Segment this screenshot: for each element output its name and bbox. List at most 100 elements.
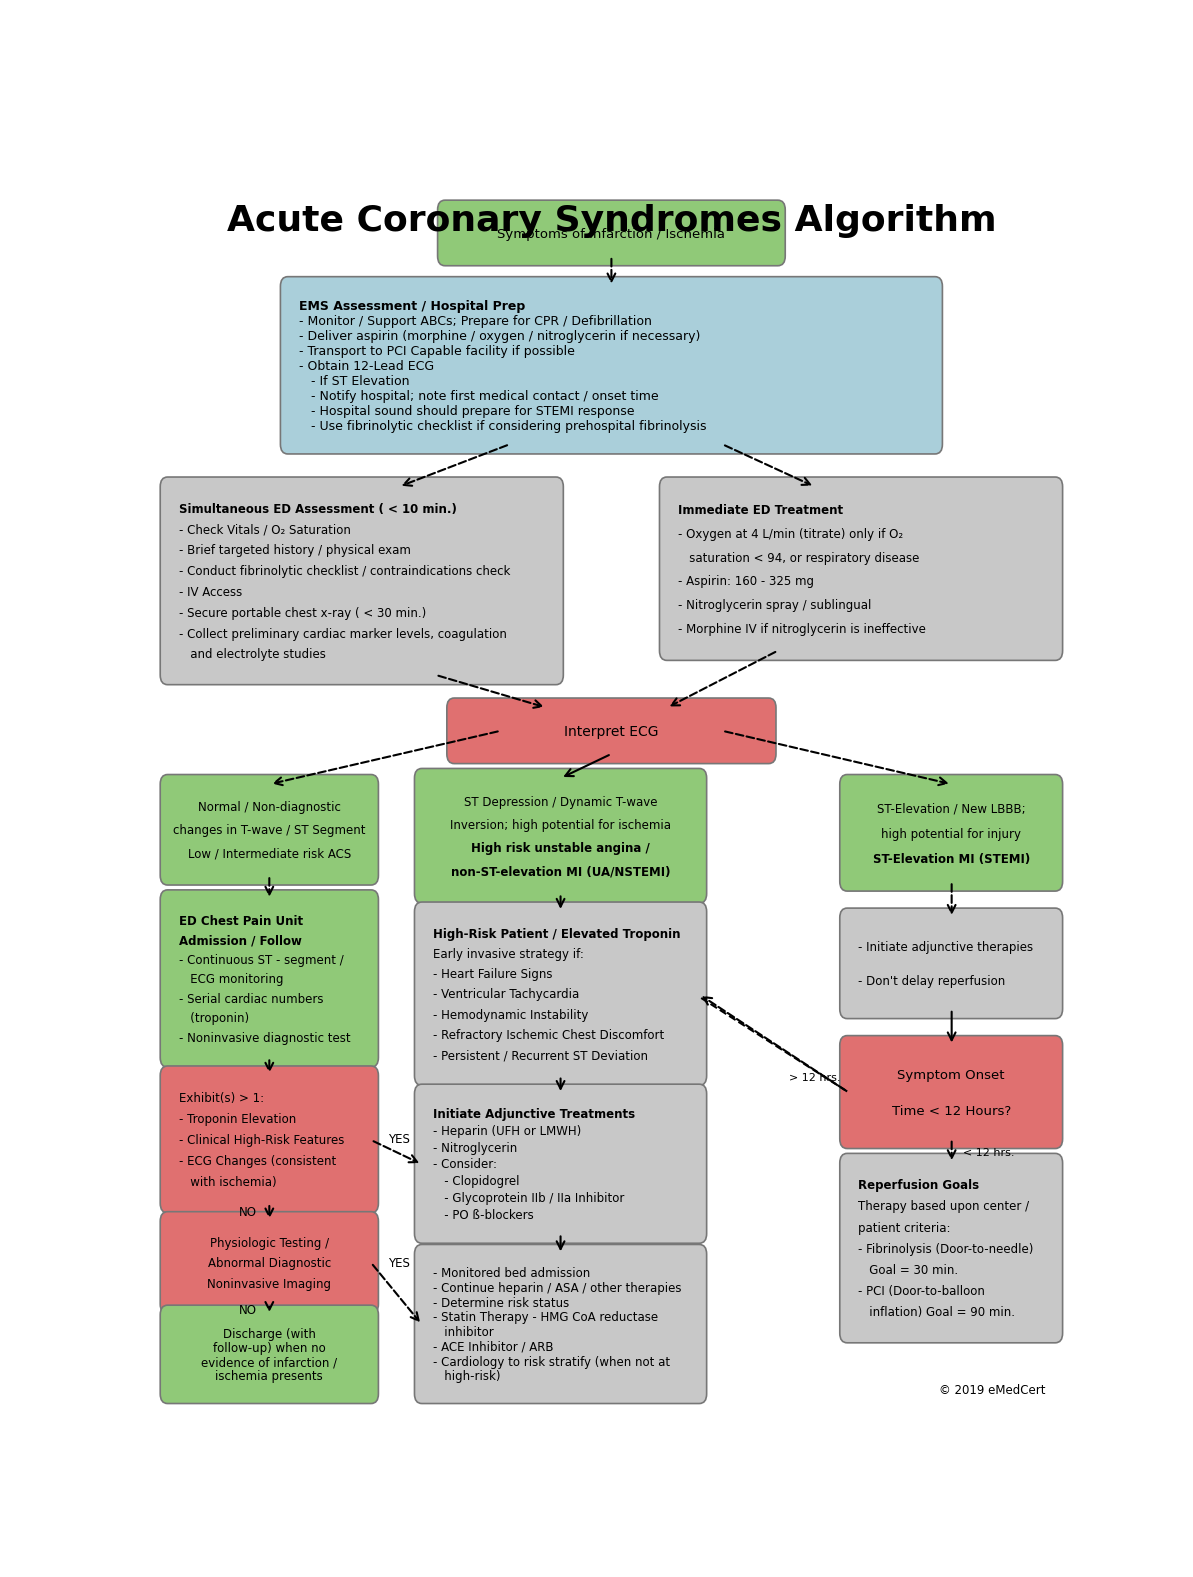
Text: ECG monitoring: ECG monitoring	[179, 973, 283, 986]
Text: Symptoms of Infarction / Ischemia: Symptoms of Infarction / Ischemia	[497, 227, 725, 241]
Text: - Ventricular Tachycardia: - Ventricular Tachycardia	[433, 989, 580, 1001]
Text: Discharge (with: Discharge (with	[223, 1328, 316, 1340]
Text: Abnormal Diagnostic: Abnormal Diagnostic	[208, 1257, 330, 1271]
FancyBboxPatch shape	[414, 902, 706, 1085]
Text: - Transport to PCI Capable facility if possible: - Transport to PCI Capable facility if p…	[299, 345, 575, 358]
Text: - Conduct fibrinolytic checklist / contraindications check: - Conduct fibrinolytic checklist / contr…	[179, 565, 511, 579]
Text: - ECG Changes (consistent: - ECG Changes (consistent	[179, 1156, 336, 1169]
Text: - Brief targeted history / physical exam: - Brief targeted history / physical exam	[179, 544, 410, 557]
Text: (troponin): (troponin)	[179, 1012, 249, 1025]
Text: NO: NO	[240, 1206, 258, 1219]
Text: - Monitored bed admission: - Monitored bed admission	[433, 1268, 591, 1281]
Text: - Aspirin: 160 - 325 mg: - Aspirin: 160 - 325 mg	[678, 576, 814, 588]
Text: - Nitroglycerin spray / sublingual: - Nitroglycerin spray / sublingual	[678, 599, 871, 612]
Text: - Initiate adjunctive therapies: - Initiate adjunctive therapies	[858, 941, 1033, 954]
Text: - PCI (Door-to-balloon: - PCI (Door-to-balloon	[858, 1285, 985, 1298]
Text: Goal = 30 min.: Goal = 30 min.	[858, 1265, 958, 1277]
Text: Time < 12 Hours?: Time < 12 Hours?	[891, 1105, 1010, 1118]
Text: - Obtain 12-Lead ECG: - Obtain 12-Lead ECG	[299, 360, 434, 374]
Text: inflation) Goal = 90 min.: inflation) Goal = 90 min.	[858, 1306, 1015, 1320]
FancyBboxPatch shape	[447, 699, 775, 763]
FancyBboxPatch shape	[660, 476, 1063, 661]
Text: Low / Intermediate risk ACS: Low / Intermediate risk ACS	[187, 847, 351, 861]
Text: - Noninvasive diagnostic test: - Noninvasive diagnostic test	[179, 1031, 351, 1044]
Text: © 2019 eMedCert: © 2019 eMedCert	[939, 1385, 1046, 1397]
Text: - Don't delay reperfusion: - Don't delay reperfusion	[858, 975, 1006, 989]
Text: - ACE Inhibitor / ARB: - ACE Inhibitor / ARB	[433, 1340, 554, 1353]
FancyBboxPatch shape	[280, 276, 942, 454]
Text: - Hospital sound should prepare for STEMI response: - Hospital sound should prepare for STEM…	[299, 405, 635, 418]
FancyBboxPatch shape	[414, 768, 706, 904]
Text: - Deliver aspirin (morphine / oxygen / nitroglycerin if necessary): - Deliver aspirin (morphine / oxygen / n…	[299, 330, 700, 342]
Text: Interpret ECG: Interpret ECG	[564, 725, 659, 740]
Text: Normal / Non-diagnostic: Normal / Non-diagnostic	[198, 801, 341, 814]
Text: - Clinical High-Risk Features: - Clinical High-Risk Features	[179, 1134, 344, 1146]
Text: NO: NO	[240, 1304, 258, 1317]
FancyBboxPatch shape	[840, 908, 1063, 1019]
Text: - Statin Therapy - HMG CoA reductase: - Statin Therapy - HMG CoA reductase	[433, 1312, 659, 1325]
Text: < 12 hrs.: < 12 hrs.	[963, 1148, 1014, 1159]
Text: Simultaneous ED Assessment ( < 10 min.): Simultaneous ED Assessment ( < 10 min.)	[179, 503, 457, 516]
Text: Exhibit(s) > 1:: Exhibit(s) > 1:	[179, 1091, 264, 1105]
Text: Physiologic Testing /: Physiologic Testing /	[210, 1236, 329, 1251]
Text: - Nitroglycerin: - Nitroglycerin	[433, 1142, 518, 1154]
Text: Symptom Onset: Symptom Onset	[897, 1069, 1005, 1082]
Text: Admission / Follow: Admission / Follow	[179, 935, 302, 948]
Text: - If ST Elevation: - If ST Elevation	[299, 375, 409, 388]
FancyBboxPatch shape	[840, 774, 1063, 891]
Text: - Secure portable chest x-ray ( < 30 min.): - Secure portable chest x-ray ( < 30 min…	[179, 607, 426, 620]
FancyBboxPatch shape	[840, 1153, 1063, 1344]
Text: high-risk): high-risk)	[433, 1370, 501, 1383]
Text: Early invasive strategy if:: Early invasive strategy if:	[433, 948, 583, 960]
Text: - Refractory Ischemic Chest Discomfort: - Refractory Ischemic Chest Discomfort	[433, 1030, 665, 1042]
FancyBboxPatch shape	[160, 1066, 378, 1213]
FancyBboxPatch shape	[414, 1083, 706, 1243]
Text: - Notify hospital; note first medical contact / onset time: - Notify hospital; note first medical co…	[299, 390, 659, 404]
Text: Reperfusion Goals: Reperfusion Goals	[858, 1180, 979, 1192]
FancyBboxPatch shape	[414, 1244, 706, 1404]
Text: Initiate Adjunctive Treatments: Initiate Adjunctive Treatments	[433, 1109, 635, 1121]
Text: - Cardiology to risk stratify (when not at: - Cardiology to risk stratify (when not …	[433, 1356, 670, 1369]
FancyBboxPatch shape	[160, 774, 378, 885]
FancyBboxPatch shape	[160, 889, 378, 1068]
Text: ST-Elevation MI (STEMI): ST-Elevation MI (STEMI)	[872, 853, 1030, 866]
Text: and electrolyte studies: and electrolyte studies	[179, 648, 326, 661]
Text: ST-Elevation / New LBBB;: ST-Elevation / New LBBB;	[877, 803, 1026, 815]
Text: changes in T-wave / ST Segment: changes in T-wave / ST Segment	[173, 825, 365, 837]
Text: > 12 hrs.: > 12 hrs.	[789, 1072, 841, 1083]
Text: - Fibrinolysis (Door-to-needle): - Fibrinolysis (Door-to-needle)	[858, 1243, 1033, 1255]
Text: Inversion; high potential for ischemia: Inversion; high potential for ischemia	[450, 818, 670, 833]
Text: High-Risk Patient / Elevated Troponin: High-Risk Patient / Elevated Troponin	[433, 927, 680, 940]
Text: YES: YES	[388, 1134, 409, 1146]
Text: follow-up) when no: follow-up) when no	[212, 1342, 326, 1355]
Text: inhibitor: inhibitor	[433, 1326, 494, 1339]
Text: - Determine risk status: - Determine risk status	[433, 1296, 569, 1309]
Text: - Oxygen at 4 L/min (titrate) only if O₂: - Oxygen at 4 L/min (titrate) only if O₂	[678, 528, 903, 541]
Text: Acute Coronary Syndromes Algorithm: Acute Coronary Syndromes Algorithm	[227, 203, 996, 238]
Text: - Consider:: - Consider:	[433, 1159, 497, 1172]
Text: - Persistent / Recurrent ST Deviation: - Persistent / Recurrent ST Deviation	[433, 1049, 648, 1063]
Text: - Morphine IV if nitroglycerin is ineffective: - Morphine IV if nitroglycerin is ineffe…	[678, 623, 926, 636]
Text: - Clopidogrel: - Clopidogrel	[433, 1175, 519, 1187]
FancyBboxPatch shape	[160, 476, 563, 684]
Text: - Continuous ST - segment /: - Continuous ST - segment /	[179, 954, 344, 967]
Text: high potential for injury: high potential for injury	[882, 828, 1021, 841]
Text: - Troponin Elevation: - Troponin Elevation	[179, 1113, 296, 1126]
Text: - Serial cardiac numbers: - Serial cardiac numbers	[179, 992, 323, 1006]
Text: Immediate ED Treatment: Immediate ED Treatment	[678, 505, 843, 517]
Text: - Check Vitals / O₂ Saturation: - Check Vitals / O₂ Saturation	[179, 524, 351, 536]
FancyBboxPatch shape	[160, 1306, 378, 1404]
Text: - Monitor / Support ABCs; Prepare for CPR / Defibrillation: - Monitor / Support ABCs; Prepare for CP…	[299, 315, 651, 328]
FancyBboxPatch shape	[438, 200, 785, 267]
Text: YES: YES	[388, 1257, 409, 1269]
Text: - Glycoprotein IIb / IIa Inhibitor: - Glycoprotein IIb / IIa Inhibitor	[433, 1192, 624, 1205]
Text: Therapy based upon center /: Therapy based upon center /	[858, 1200, 1030, 1213]
Text: ED Chest Pain Unit: ED Chest Pain Unit	[179, 915, 303, 927]
Text: non-ST-elevation MI (UA/NSTEMI): non-ST-elevation MI (UA/NSTEMI)	[451, 866, 670, 878]
Text: - Heparin (UFH or LMWH): - Heparin (UFH or LMWH)	[433, 1124, 581, 1137]
Text: - Use fibrinolytic checklist if considering prehospital fibrinolysis: - Use fibrinolytic checklist if consider…	[299, 421, 706, 434]
Text: - PO ß-blockers: - PO ß-blockers	[433, 1210, 533, 1222]
Text: High risk unstable angina /: High risk unstable angina /	[471, 842, 650, 855]
Text: - Heart Failure Signs: - Heart Failure Signs	[433, 968, 552, 981]
Text: with ischemia): with ischemia)	[179, 1176, 277, 1189]
